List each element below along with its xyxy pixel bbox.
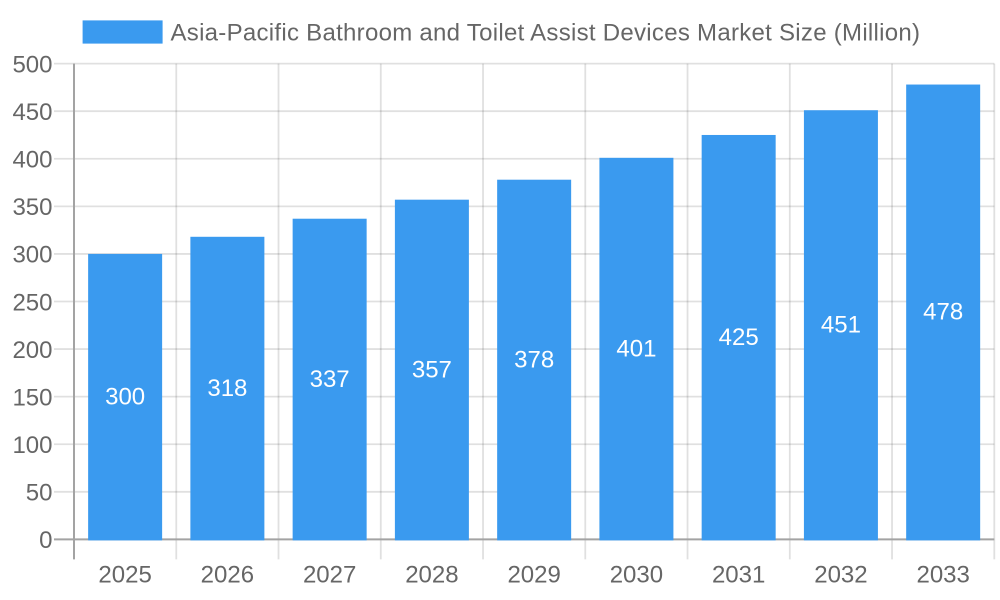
svg-text:500: 500 <box>12 51 52 78</box>
svg-text:2032: 2032 <box>814 561 867 588</box>
svg-text:350: 350 <box>12 194 52 221</box>
svg-text:2026: 2026 <box>201 561 254 588</box>
svg-text:450: 450 <box>12 99 52 126</box>
svg-text:200: 200 <box>12 337 52 364</box>
svg-text:300: 300 <box>12 242 52 269</box>
svg-text:Asia-Pacific Bathroom and Toil: Asia-Pacific Bathroom and Toilet Assist … <box>171 20 921 47</box>
svg-text:357: 357 <box>412 356 452 383</box>
svg-text:100: 100 <box>12 432 52 459</box>
svg-text:378: 378 <box>514 346 554 373</box>
svg-text:250: 250 <box>12 289 52 316</box>
svg-text:2028: 2028 <box>405 561 458 588</box>
svg-text:150: 150 <box>12 384 52 411</box>
svg-text:2027: 2027 <box>303 561 356 588</box>
svg-text:50: 50 <box>26 480 53 507</box>
svg-text:2031: 2031 <box>712 561 765 588</box>
svg-text:451: 451 <box>821 312 861 339</box>
svg-text:401: 401 <box>616 335 656 362</box>
svg-text:2033: 2033 <box>916 561 969 588</box>
svg-text:400: 400 <box>12 147 52 174</box>
svg-text:318: 318 <box>207 375 247 402</box>
svg-text:2030: 2030 <box>610 561 663 588</box>
svg-text:337: 337 <box>310 366 350 393</box>
svg-text:0: 0 <box>39 527 52 554</box>
svg-text:2029: 2029 <box>507 561 560 588</box>
svg-text:425: 425 <box>719 324 759 351</box>
svg-text:478: 478 <box>923 299 963 326</box>
svg-text:2025: 2025 <box>98 561 151 588</box>
svg-text:300: 300 <box>105 383 145 410</box>
